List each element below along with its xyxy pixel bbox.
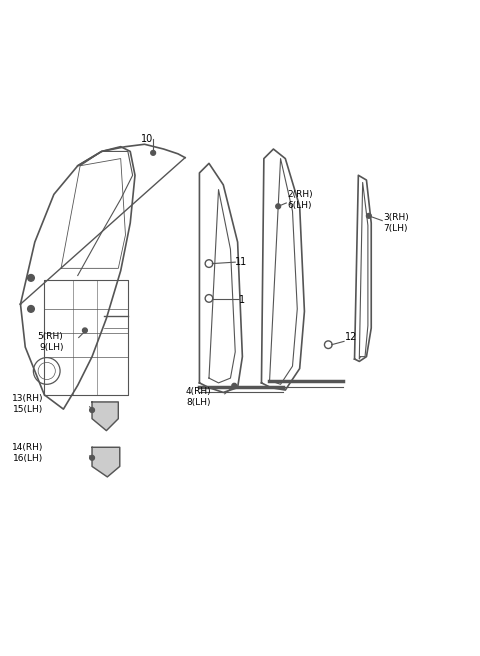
Polygon shape xyxy=(92,402,118,430)
Text: 4(RH)
8(LH): 4(RH) 8(LH) xyxy=(186,387,211,407)
Text: 12: 12 xyxy=(345,331,358,342)
Text: 1: 1 xyxy=(239,295,245,305)
Polygon shape xyxy=(92,447,120,477)
Circle shape xyxy=(28,275,34,281)
Text: 2(RH)
6(LH): 2(RH) 6(LH) xyxy=(288,190,313,210)
Circle shape xyxy=(83,328,87,333)
Text: 11: 11 xyxy=(235,257,248,267)
Circle shape xyxy=(28,306,34,312)
Circle shape xyxy=(90,455,95,461)
Circle shape xyxy=(151,150,156,155)
Circle shape xyxy=(366,213,371,218)
Text: 10: 10 xyxy=(141,134,153,144)
Text: 13(RH)
15(LH): 13(RH) 15(LH) xyxy=(12,394,43,415)
Text: 5(RH)
9(LH): 5(RH) 9(LH) xyxy=(37,333,63,352)
Circle shape xyxy=(90,407,95,413)
Circle shape xyxy=(276,204,281,209)
Text: 14(RH)
16(LH): 14(RH) 16(LH) xyxy=(12,443,43,463)
Text: 3(RH)
7(LH): 3(RH) 7(LH) xyxy=(383,213,409,233)
Circle shape xyxy=(232,383,237,388)
